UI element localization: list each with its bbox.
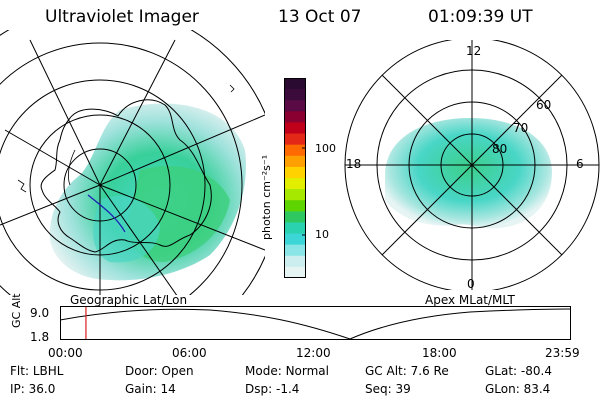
colorbar-swatch: [284, 266, 306, 278]
timeline-axis-label: GC Alt: [10, 293, 23, 328]
altitude-timeline: [60, 306, 571, 340]
instrument-title: Ultraviolet Imager: [45, 7, 199, 27]
colorbar: [284, 78, 306, 278]
mlat-label-60: 60: [536, 98, 552, 112]
timeline-xtick-1800: 18:00: [422, 346, 457, 360]
right-panel-caption: Apex MLat/MLT: [425, 293, 515, 307]
mlt-label-0: 0: [467, 277, 475, 291]
colorbar-unit-label: photon cm⁻²s⁻¹: [260, 154, 273, 240]
mlat-label-70: 70: [513, 121, 529, 135]
timeline-ytick-min: 1.8: [30, 330, 50, 344]
colorbar-tick-100: 100: [315, 142, 336, 155]
colorbar-swatch: [284, 155, 306, 168]
colorbar-tick-10: 10: [315, 228, 329, 241]
status-filter: Flt: LBHL: [10, 364, 64, 378]
colorbar-swatch: [284, 89, 306, 101]
status-glon: GLon: 83.4: [485, 382, 551, 396]
status-door: Door: Open: [125, 364, 194, 378]
aurora-emission-mlat: [385, 118, 552, 229]
mlt-label-18: 18: [346, 157, 362, 171]
colorbar-swatch: [284, 166, 306, 179]
colorbar-swatch: [284, 189, 306, 201]
timeline-xtick-0000: 00:00: [48, 346, 83, 360]
status-mode: Mode: Normal: [245, 364, 329, 378]
observation-date: 13 Oct 07: [278, 7, 362, 27]
colorbar-swatch: [284, 200, 306, 212]
mlat-label-80: 80: [492, 142, 508, 156]
colorbar-swatch: [284, 222, 306, 235]
colorbar-swatch: [284, 100, 306, 112]
timeline-xtick-0600: 06:00: [172, 346, 207, 360]
colorbar-swatch: [284, 122, 306, 135]
colorbar-swatch: [284, 144, 306, 157]
antarctica-coastline: [40, 99, 212, 253]
timeline-xtick-2359: 23:59: [545, 346, 580, 360]
status-ip: IP: 36.0: [10, 382, 56, 396]
colorbar-swatch: [284, 244, 306, 257]
left-panel-caption: Geographic Lat/Lon: [70, 293, 188, 307]
timeline-xtick-1200: 12:00: [296, 346, 331, 360]
timeline-ytick-max: 9.0: [30, 306, 50, 320]
geographic-map: [0, 30, 265, 295]
status-dsp: Dsp: -1.4: [245, 382, 300, 396]
mlt-label-12: 12: [466, 44, 482, 58]
colorbar-swatch: [284, 133, 306, 146]
status-gain: Gain: 14: [125, 382, 176, 396]
mlt-label-6: 6: [576, 157, 584, 171]
colorbar-swatch: [284, 78, 306, 90]
colorbar-swatch: [284, 178, 306, 190]
colorbar-swatch: [284, 255, 306, 268]
colorbar-swatch: [284, 211, 306, 223]
status-glat: GLat: -80.4: [485, 364, 552, 378]
mlat-mlt-polar-plot: [344, 40, 600, 290]
colorbar-swatch: [284, 111, 306, 123]
altitude-curve: [60, 308, 571, 340]
observation-time: 01:09:39 UT: [428, 7, 533, 27]
status-seq: Seq: 39: [365, 382, 411, 396]
status-gc-alt: GC Alt: 7.6 Re: [365, 364, 449, 378]
colorbar-swatch: [284, 233, 306, 246]
